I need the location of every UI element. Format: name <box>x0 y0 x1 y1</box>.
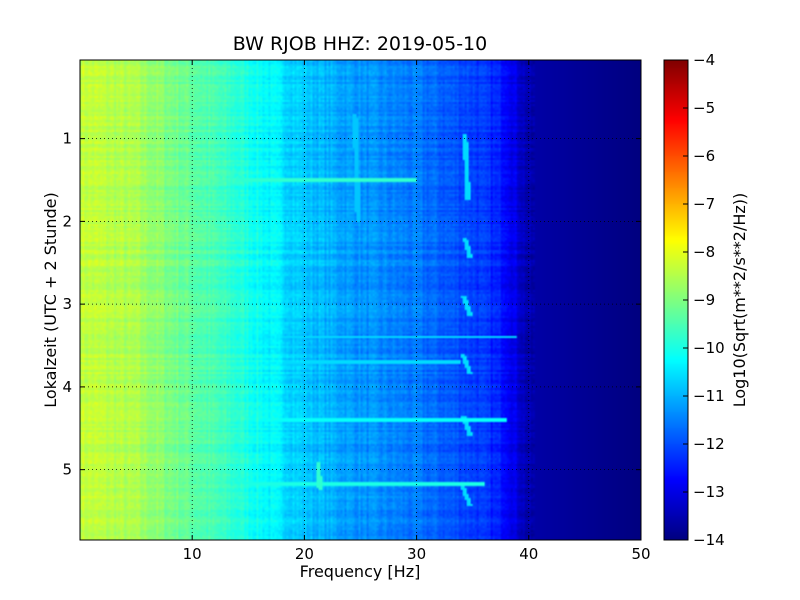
x-tick-label: 10 <box>183 545 202 563</box>
x-tick-label: 50 <box>631 545 650 563</box>
colorbar-ticks: −14 −13 −12 −11 −10 −9 −8 −7 −6 −5 −4 <box>683 51 725 549</box>
y-tick-label: 4 <box>62 378 72 396</box>
x-axis: 10 20 30 40 50 <box>183 60 651 563</box>
colorbar-tick-label: −13 <box>693 483 725 501</box>
colorbar-tick-label: −4 <box>693 51 715 69</box>
x-tick-label: 30 <box>407 545 426 563</box>
plot-frame <box>79 59 642 541</box>
x-tick-label: 20 <box>295 545 314 563</box>
y-tick-label: 3 <box>62 295 72 313</box>
colorbar-tick-label: −8 <box>693 243 715 261</box>
colorbar-tick-label: −6 <box>693 147 715 165</box>
y-tick-label: 5 <box>62 461 72 479</box>
y-axis: 1 2 3 4 5 <box>62 130 641 479</box>
colorbar-tick-label: −14 <box>693 531 725 549</box>
colorbar-tick-label: −12 <box>693 435 725 453</box>
y-axis-label: Lokalzeit (UTC + 2 Stunde) <box>41 192 60 407</box>
x-axis-label: Frequency [Hz] <box>300 562 421 581</box>
y-tick-label: 2 <box>62 212 72 230</box>
colorbar-label: Log10(Sqrt(m**2/s**2/Hz)) <box>730 193 749 408</box>
colorbar-tick-label: −7 <box>693 195 715 213</box>
plot-area: 10 20 30 40 50 1 2 3 4 5 <box>62 59 651 563</box>
grid-lines <box>80 60 641 540</box>
chart-title: BW RJOB HHZ: 2019-05-10 <box>233 33 487 55</box>
colorbar-tick-label: −10 <box>693 339 725 357</box>
spectrogram-image <box>80 60 641 540</box>
colorbar-tick-label: −11 <box>693 387 725 405</box>
colorbar: −14 −13 −12 −11 −10 −9 −8 −7 −6 −5 −4 Log10(Sqrt(m… <box>663 51 749 549</box>
colorbar-tick-label: −5 <box>693 99 715 117</box>
x-tick-label: 40 <box>519 545 538 563</box>
colorbar-tick-label: −9 <box>693 291 715 309</box>
y-tick-label: 1 <box>62 130 72 148</box>
